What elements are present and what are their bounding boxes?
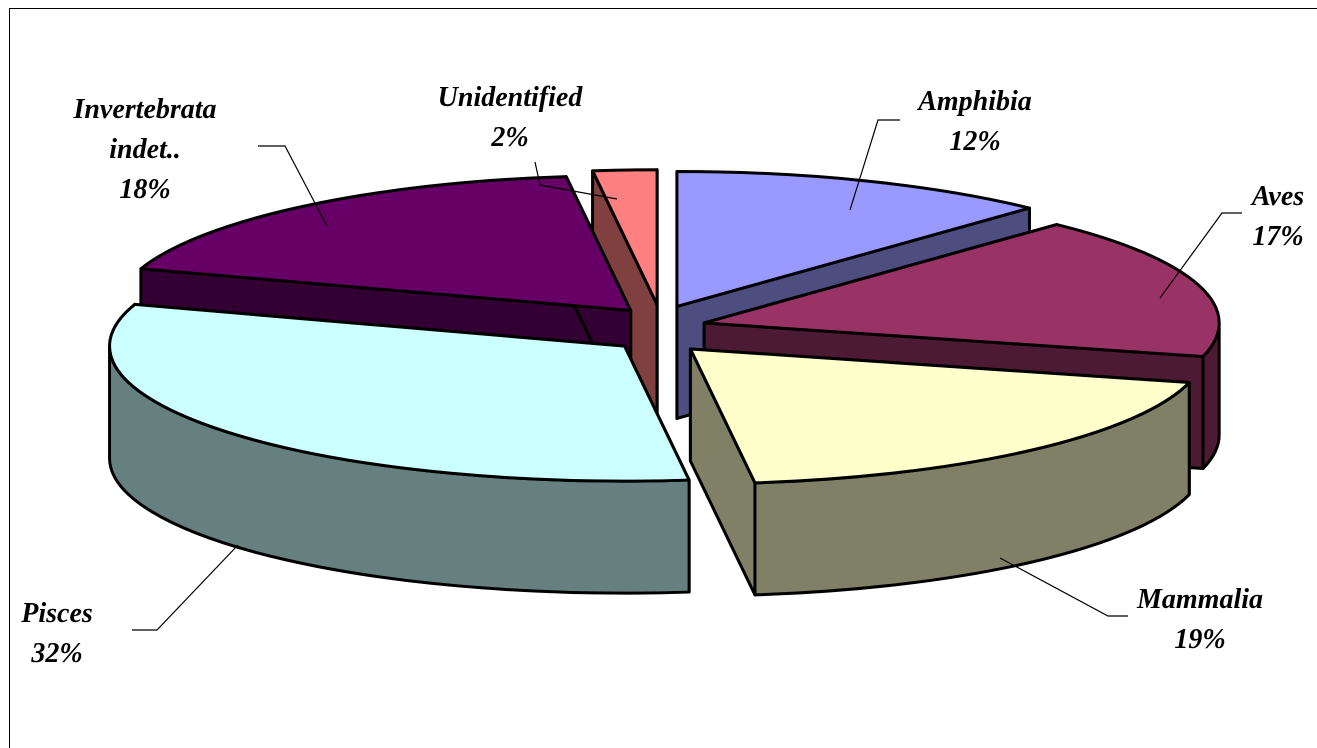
leader-line-mammalia	[999, 557, 1128, 617]
slice-percent-label-invertebrata-indet: 18%	[119, 174, 170, 205]
leader-line-unidentified	[534, 161, 618, 200]
slice-name-label-mammalia: Mammalia	[1136, 584, 1263, 615]
slice-percent-label-aves: 17%	[1252, 221, 1303, 252]
pie-slice-pisces	[108, 302, 691, 483]
slice-name-label-amphibia: Amphibia	[916, 86, 1032, 117]
pie-slice-invertebrata-indet	[139, 175, 633, 313]
leader-line-invertebrata-indet	[258, 145, 328, 227]
leader-line-amphibia	[849, 119, 900, 211]
slice-name-label-pisces: Pisces	[20, 598, 93, 629]
slice-name-label-aves: Aves	[1250, 181, 1304, 212]
slice-percent-label-pisces: 32%	[30, 638, 82, 669]
slice-percent-label-mammalia: 19%	[1174, 624, 1225, 655]
leader-line-aves	[1159, 212, 1242, 299]
pie-slice-aves	[702, 223, 1221, 359]
leader-line-pisces	[132, 544, 239, 631]
pie-slice-mammalia	[688, 347, 1191, 485]
pie-slice-amphibia	[675, 169, 1031, 308]
slice-name-label-invertebrata-indet-1: indet..	[109, 134, 181, 165]
slice-percent-label-amphibia: 12%	[949, 126, 1000, 157]
slice-percent-label-unidentified: 2%	[490, 122, 528, 153]
slice-name-label-unidentified: Unidentified	[438, 82, 584, 113]
slice-name-label-invertebrata-indet-0: Invertebrata	[72, 94, 216, 125]
pie-slice-unidentified	[591, 168, 659, 307]
chart-frame	[9, 8, 1317, 748]
